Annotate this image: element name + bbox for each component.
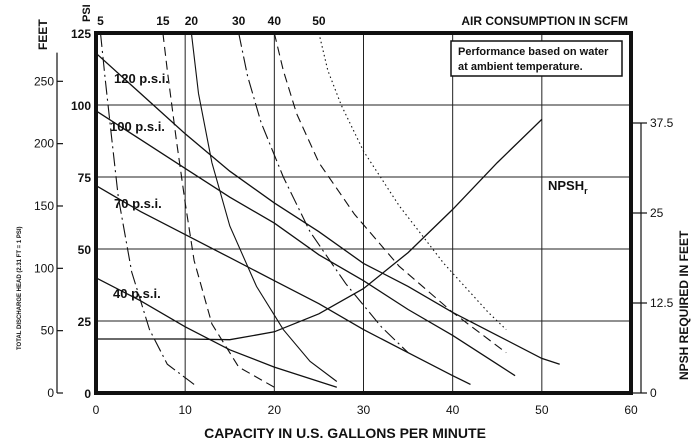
- x-tick-label: 50: [535, 403, 549, 417]
- left-unit-feet: FEET: [36, 19, 50, 50]
- feet-tick-label: 150: [34, 199, 54, 213]
- series-label: NPSHr: [548, 178, 588, 196]
- air-curve-15: [162, 32, 275, 388]
- x-tick-label: 60: [624, 403, 638, 417]
- left-axis-title: TOTAL DISCHARGE HEAD (2.31 FT = 1 PSI): [17, 226, 23, 350]
- air-curve-label: 30: [232, 14, 246, 28]
- labels: 0 10 20 30 40 50 60025507510012505010015020025…: [34, 14, 674, 417]
- x-tick-label: 0: [93, 403, 100, 417]
- x-tick-label: 40: [446, 403, 460, 417]
- feet-tick-label: 250: [34, 74, 54, 88]
- psi-tick-label: 125: [71, 27, 91, 41]
- series-label: 100 p.s.i.: [110, 119, 165, 134]
- plot-frame: [94, 31, 633, 395]
- series-label: 40 p.s.i.: [113, 286, 161, 301]
- psi-tick-label: 0: [84, 387, 91, 401]
- air-curve-20: [190, 32, 338, 382]
- air-curve-label: 50: [312, 14, 326, 28]
- annotation-line-1: Performance based on water: [458, 46, 609, 58]
- feet-tick-label: 0: [47, 386, 54, 400]
- series-label: 120 p.s.i.: [114, 71, 169, 86]
- air-curve-30: [238, 32, 409, 354]
- x-tick-label: 10: [178, 403, 192, 417]
- series-npshr: [96, 118, 543, 341]
- npsh-tick-label: 12.5: [650, 296, 674, 310]
- feet-tick-label: 200: [34, 137, 54, 151]
- feet-tick-label: 100: [34, 261, 54, 275]
- psi-tick-label: 50: [78, 243, 92, 257]
- series-100-p-s-i: [95, 110, 516, 377]
- air-curve-label: 15: [156, 14, 170, 28]
- air-curve-50: [318, 32, 507, 330]
- x-tick-label: 30: [357, 403, 371, 417]
- npsh-tick-label: 37.5: [650, 116, 674, 130]
- npsh-tick-label: 25: [650, 206, 664, 220]
- series-120-p-s-i: [95, 52, 560, 365]
- psi-tick-label: 100: [71, 99, 91, 113]
- air-curve-label: 20: [185, 14, 199, 28]
- curves: [95, 32, 560, 388]
- annotation-line-2: at ambient temperature.: [458, 61, 583, 73]
- annotation-box: Performance based on water at ambient te…: [450, 40, 623, 77]
- series-label: 70 p.s.i.: [114, 196, 162, 211]
- air-curve-5: [99, 32, 195, 385]
- x-axis-title: CAPACITY IN U.S. GALLONS PER MINUTE: [204, 425, 486, 441]
- right-axis-title: NPSH REQUIRED IN FEET: [677, 230, 691, 380]
- air-curve-label: 40: [268, 14, 282, 28]
- series-70-p-s-i: [95, 185, 471, 385]
- air-curve-label: 5: [97, 14, 104, 28]
- series-40-p-s-i: [95, 277, 337, 388]
- npsh-tick-label: 0: [650, 386, 657, 400]
- psi-tick-label: 25: [78, 315, 92, 329]
- top-axis-unit-label: PSI: [81, 4, 93, 22]
- air-curve-40: [273, 32, 507, 354]
- feet-tick-label: 50: [41, 324, 55, 338]
- x-tick-label: 20: [268, 403, 282, 417]
- top-axis-title: AIR CONSUMPTION IN SCFM: [461, 14, 628, 28]
- psi-tick-label: 75: [78, 171, 92, 185]
- grid-lines: [96, 33, 631, 393]
